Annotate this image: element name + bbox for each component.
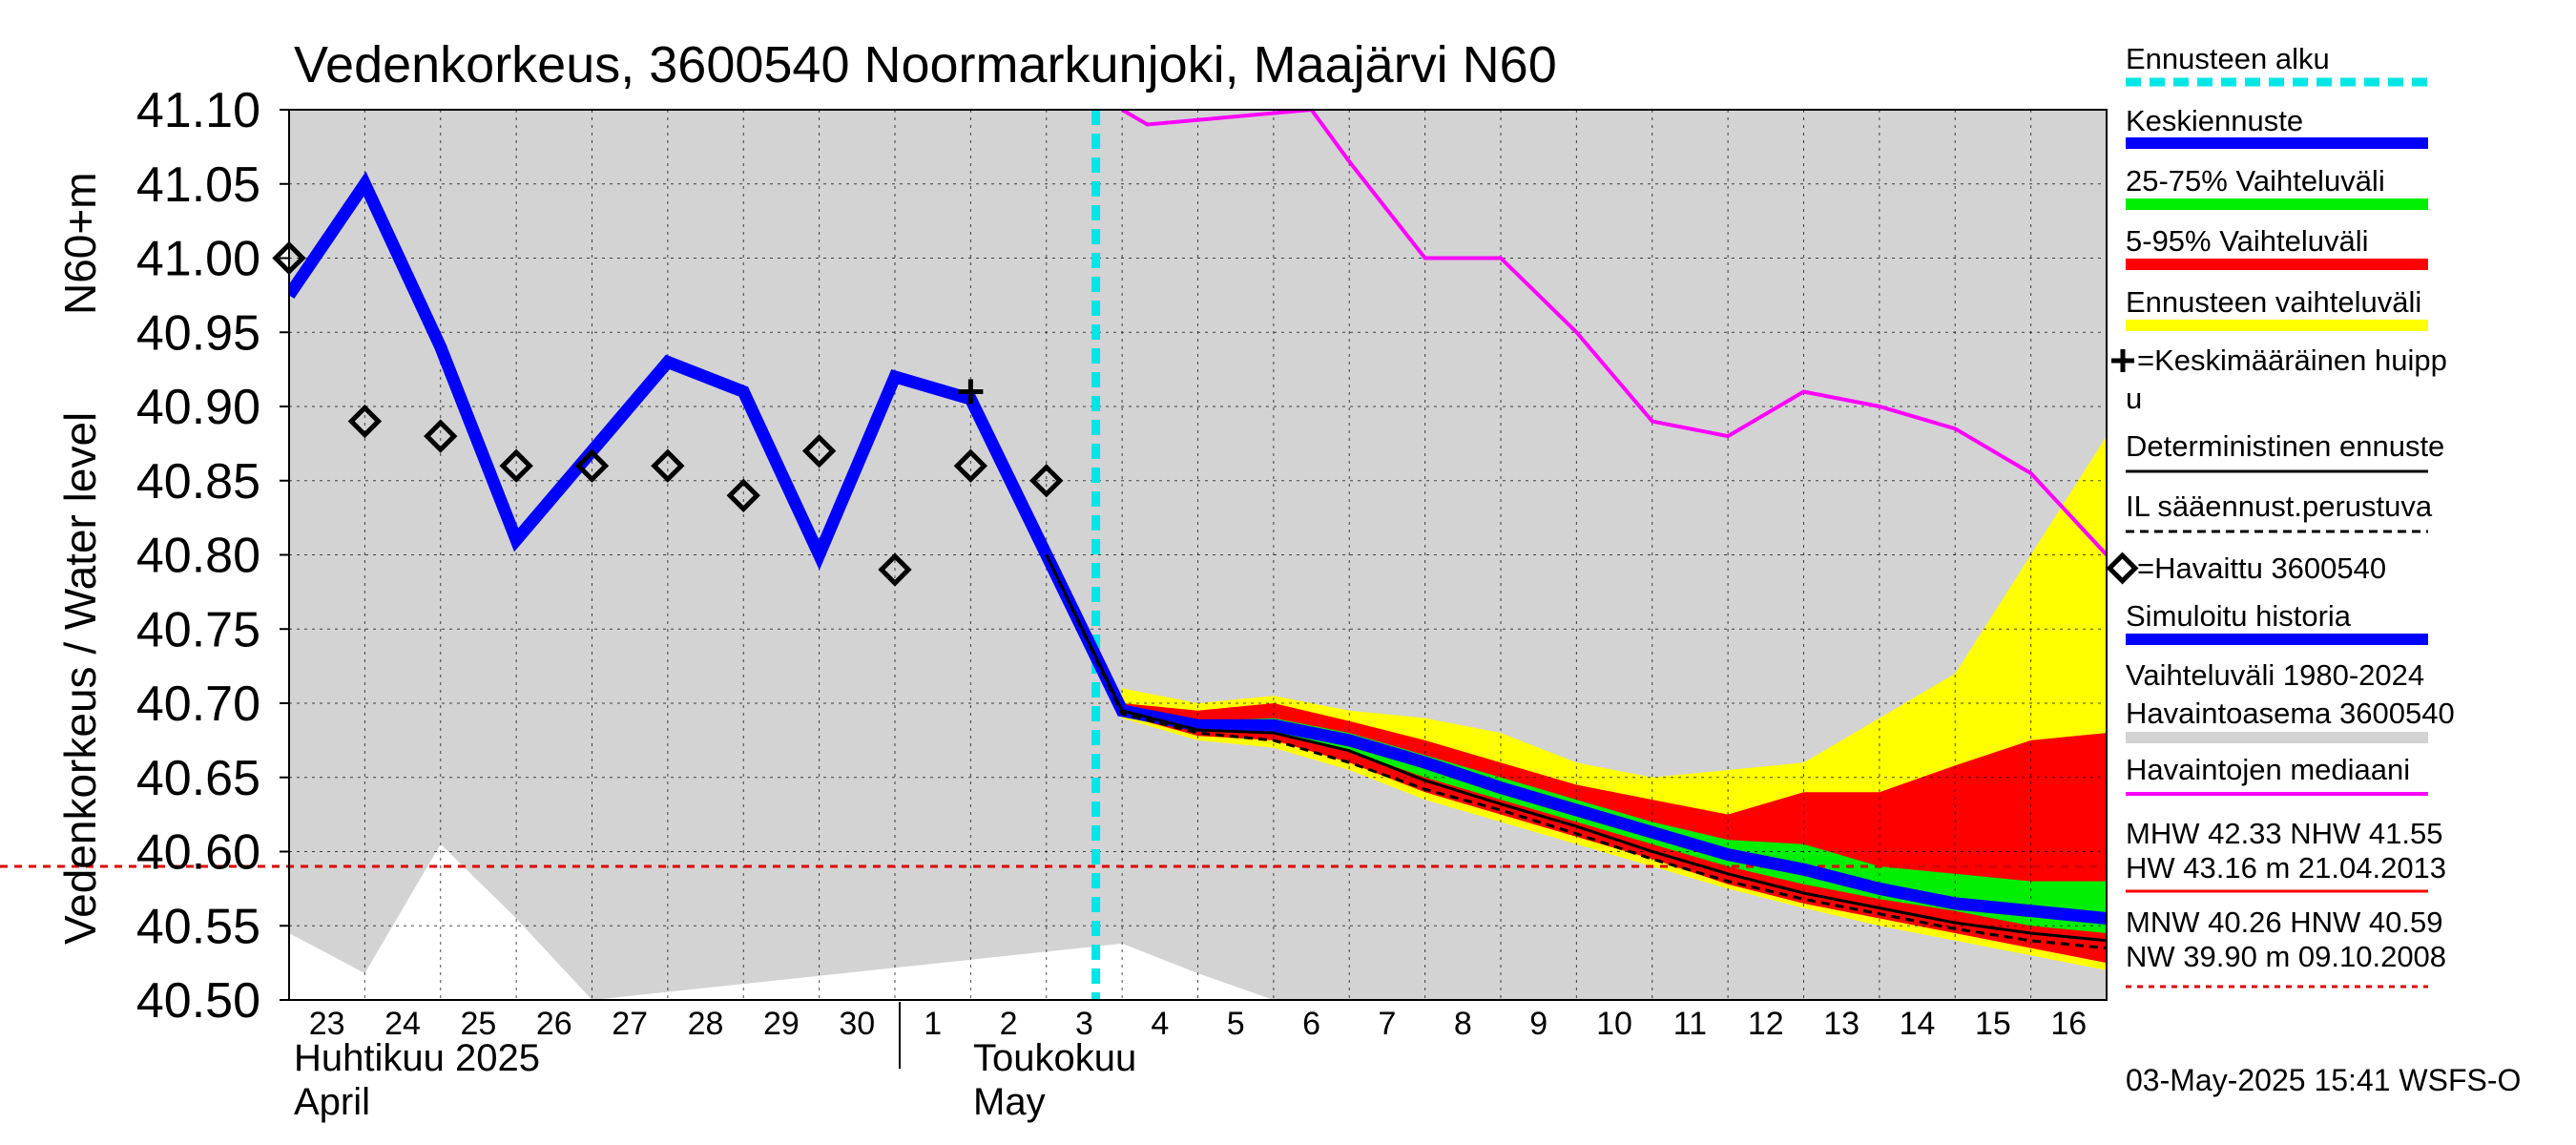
y-tick-label: 40.80: [136, 529, 260, 584]
band-2: [1122, 703, 2107, 964]
legend-simulated-label: Simuloitu historia: [2126, 599, 2352, 633]
legend-range-25-75-label: 25-75% Vaihteluväli: [2126, 164, 2385, 198]
y-tick-label: 40.65: [136, 751, 260, 806]
x-tick-label: 30: [839, 1006, 875, 1042]
x-tick-label: 8: [1454, 1006, 1472, 1042]
y-tick-label: 41.10: [136, 83, 260, 138]
x-tick-label: 3: [1075, 1006, 1093, 1042]
y-tick-label: 40.85: [136, 454, 260, 510]
y-tick-label: 40.60: [136, 825, 260, 881]
y-tick-label: 41.05: [136, 157, 260, 213]
y-axis-label-unit: N60+m: [55, 172, 105, 315]
legend-observed-marker: [2106, 552, 2139, 585]
month-label-april-en: April: [294, 1081, 370, 1123]
legend-deterministic-label: Deterministinen ennuste: [2126, 429, 2444, 463]
x-tick-label: 6: [1302, 1006, 1320, 1042]
y-tick-label: 41.00: [136, 232, 260, 287]
x-tick-label: 1: [924, 1006, 942, 1042]
month-label-may-en: May: [973, 1081, 1046, 1123]
band-0: [289, 843, 1274, 1000]
x-tick-label: 7: [1378, 1006, 1396, 1042]
observed-point: [424, 419, 458, 453]
x-tick-label: 28: [688, 1006, 724, 1042]
x-tick-label: 24: [384, 1006, 421, 1042]
observed-point: [726, 478, 760, 512]
observed-point: [953, 448, 988, 483]
legend-median-label: Havaintojen mediaani: [2126, 753, 2410, 786]
y-tick-label: 40.90: [136, 380, 260, 435]
x-tick-label: 4: [1151, 1006, 1169, 1042]
y-axis-ticks: 40.50 40.55 40.60 40.65 40.70 40.75 40.80 40.85…: [136, 83, 289, 1029]
legend-mean-peak-marker: [2111, 349, 2134, 372]
x-tick-label: 11: [1673, 1006, 1707, 1042]
markers-layer: [272, 240, 1064, 587]
series-il-s-ennust-perustuva: [1045, 553, 2107, 950]
observed-point: [801, 433, 837, 468]
observed-point: [574, 448, 610, 483]
x-tick-label: 29: [763, 1006, 800, 1042]
y-tick-label: 40.55: [136, 899, 260, 954]
legend-mean-peak-label-cont: u: [2126, 382, 2142, 415]
legend: Ennusteen alku Keskiennuste 25-75% Vaiht…: [2106, 42, 2455, 989]
x-axis-ticks: 23 24 25 26 27 28 29 30 1 2 3 4 5 6 7 8 9 10 11 12 13 14 15 16: [309, 1006, 2087, 1042]
y-tick-label: 40.75: [136, 602, 260, 657]
legend-hist-range-label-cont: Havaintoasema 3600540: [2126, 697, 2455, 730]
observed-point: [347, 404, 383, 439]
legend-forecast-start-label: Ennusteen alku: [2126, 42, 2330, 75]
legend-hist-range-label: Vaihteluväli 1980-2024: [2126, 658, 2424, 692]
observed-point: [878, 552, 912, 587]
observed-point: [1029, 464, 1064, 498]
y-tick-label: 40.70: [136, 677, 260, 732]
y-tick-label: 40.95: [136, 305, 260, 361]
series-deterministinen-ennuste: [1045, 553, 2107, 943]
legend-stats-mhw: MHW 42.33 NHW 41.55: [2126, 817, 2443, 850]
x-tick-label: 10: [1596, 1006, 1632, 1042]
x-tick-label: 26: [536, 1006, 572, 1042]
x-tick-label: 5: [1227, 1006, 1245, 1042]
legend-range-5-95-label: 5-95% Vaihteluväli: [2126, 224, 2368, 258]
x-tick-label: 25: [461, 1006, 497, 1042]
month-label-april-fi: Huhtikuu 2025: [294, 1037, 540, 1079]
y-tick-label: 40.50: [136, 973, 260, 1029]
x-tick-label: 15: [1975, 1006, 2011, 1042]
chart-title: Vedenkorkeus, 3600540 Noormarkunjoki, Ma…: [294, 36, 1557, 94]
x-tick-label: 9: [1529, 1006, 1548, 1042]
observed-point: [651, 448, 685, 483]
legend-stats-nw: NW 39.90 m 09.10.2008: [2126, 940, 2446, 973]
observed-point: [499, 448, 533, 483]
legend-observed-label: =Havaittu 3600540: [2137, 552, 2386, 585]
legend-stats-mnw: MNW 40.26 HNW 40.59: [2126, 906, 2443, 939]
mean-peak-marker: [958, 379, 984, 405]
x-tick-label: 13: [1823, 1006, 1859, 1042]
y-axis-label: Vedenkorkeus / Water level: [55, 412, 105, 945]
x-tick-label: 12: [1748, 1006, 1784, 1042]
legend-stats-hw: HW 43.16 m 21.04.2013: [2126, 851, 2446, 885]
x-tick-label: 27: [612, 1006, 648, 1042]
x-tick-label: 23: [309, 1006, 345, 1042]
x-tick-label: 2: [1000, 1006, 1018, 1042]
footer-timestamp: 03-May-2025 15:41 WSFS-O: [2126, 1063, 2521, 1097]
legend-mean-peak-label: =Keskimääräinen huipp: [2137, 344, 2447, 377]
legend-mean-forecast-label: Keskiennuste: [2126, 104, 2303, 137]
legend-forecast-range-label: Ennusteen vaihteluväli: [2126, 285, 2421, 319]
series-havaintojen-mediaani: [1121, 110, 2107, 556]
month-label-may-fi: Toukokuu: [973, 1037, 1136, 1079]
observed-point: [272, 240, 306, 276]
legend-il-forecast-label: IL sääennust.perustuva: [2126, 489, 2433, 523]
x-tick-label: 16: [2050, 1006, 2087, 1042]
x-tick-label: 14: [1900, 1006, 1936, 1042]
